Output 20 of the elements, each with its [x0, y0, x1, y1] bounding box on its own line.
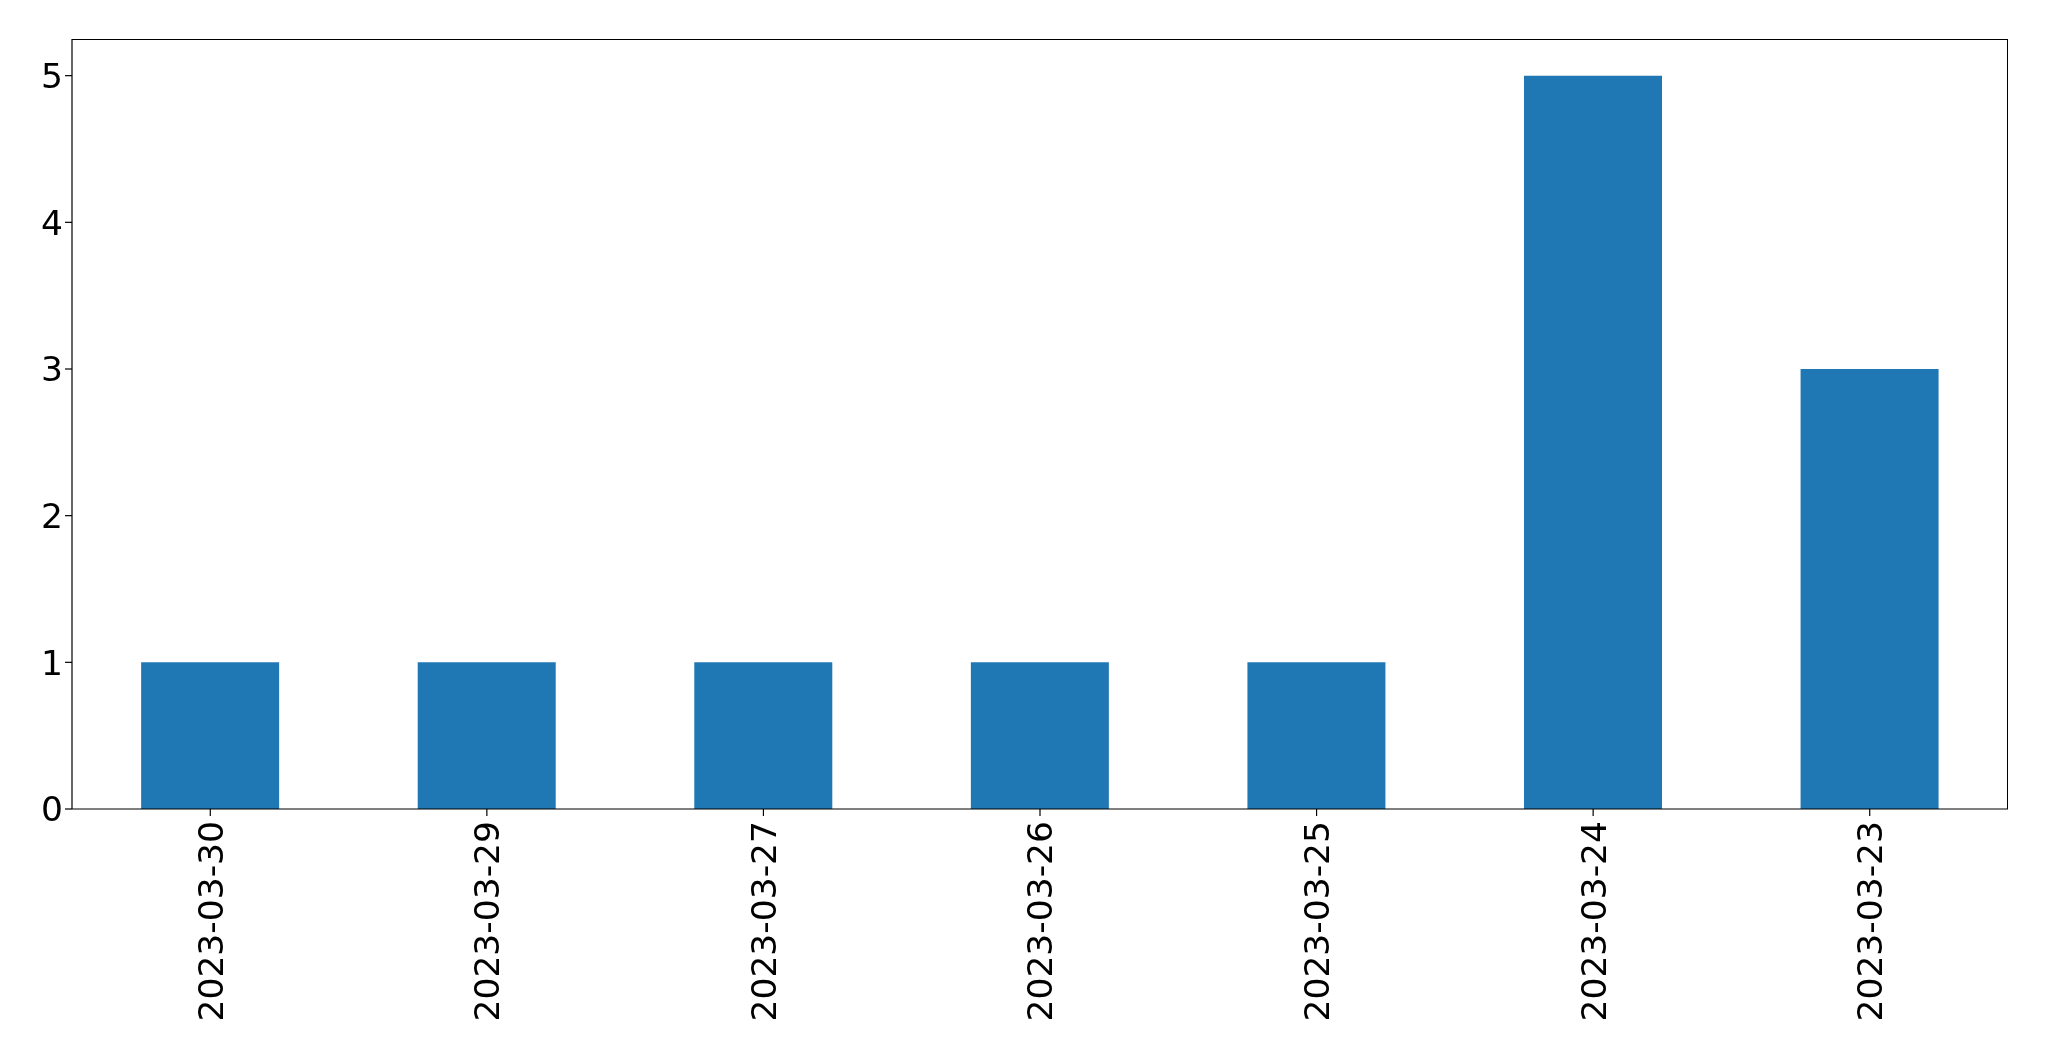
x-tick-label: 2023-03-25 — [1296, 821, 1337, 1022]
x-tick-label: 2023-03-30 — [190, 821, 231, 1022]
bar — [970, 662, 1109, 809]
bar — [141, 662, 280, 809]
y-tick-label: 2 — [41, 495, 63, 536]
bar — [417, 662, 556, 809]
x-tick-label: 2023-03-23 — [1850, 821, 1891, 1022]
x-tick-label: 2023-03-24 — [1573, 821, 1614, 1022]
y-tick-label: 4 — [41, 202, 63, 243]
x-tick-label: 2023-03-29 — [467, 821, 508, 1022]
bar — [1524, 75, 1662, 809]
y-tick-label: 0 — [41, 789, 63, 830]
y-tick-label: 3 — [41, 349, 63, 390]
x-tick-label: 2023-03-26 — [1020, 821, 1061, 1022]
bar — [1247, 662, 1386, 809]
bar — [694, 662, 833, 809]
y-tick-label: 1 — [41, 642, 63, 683]
x-tick-label: 2023-03-27 — [743, 821, 784, 1022]
bar — [1800, 369, 1939, 809]
y-tick-label: 5 — [41, 55, 63, 96]
